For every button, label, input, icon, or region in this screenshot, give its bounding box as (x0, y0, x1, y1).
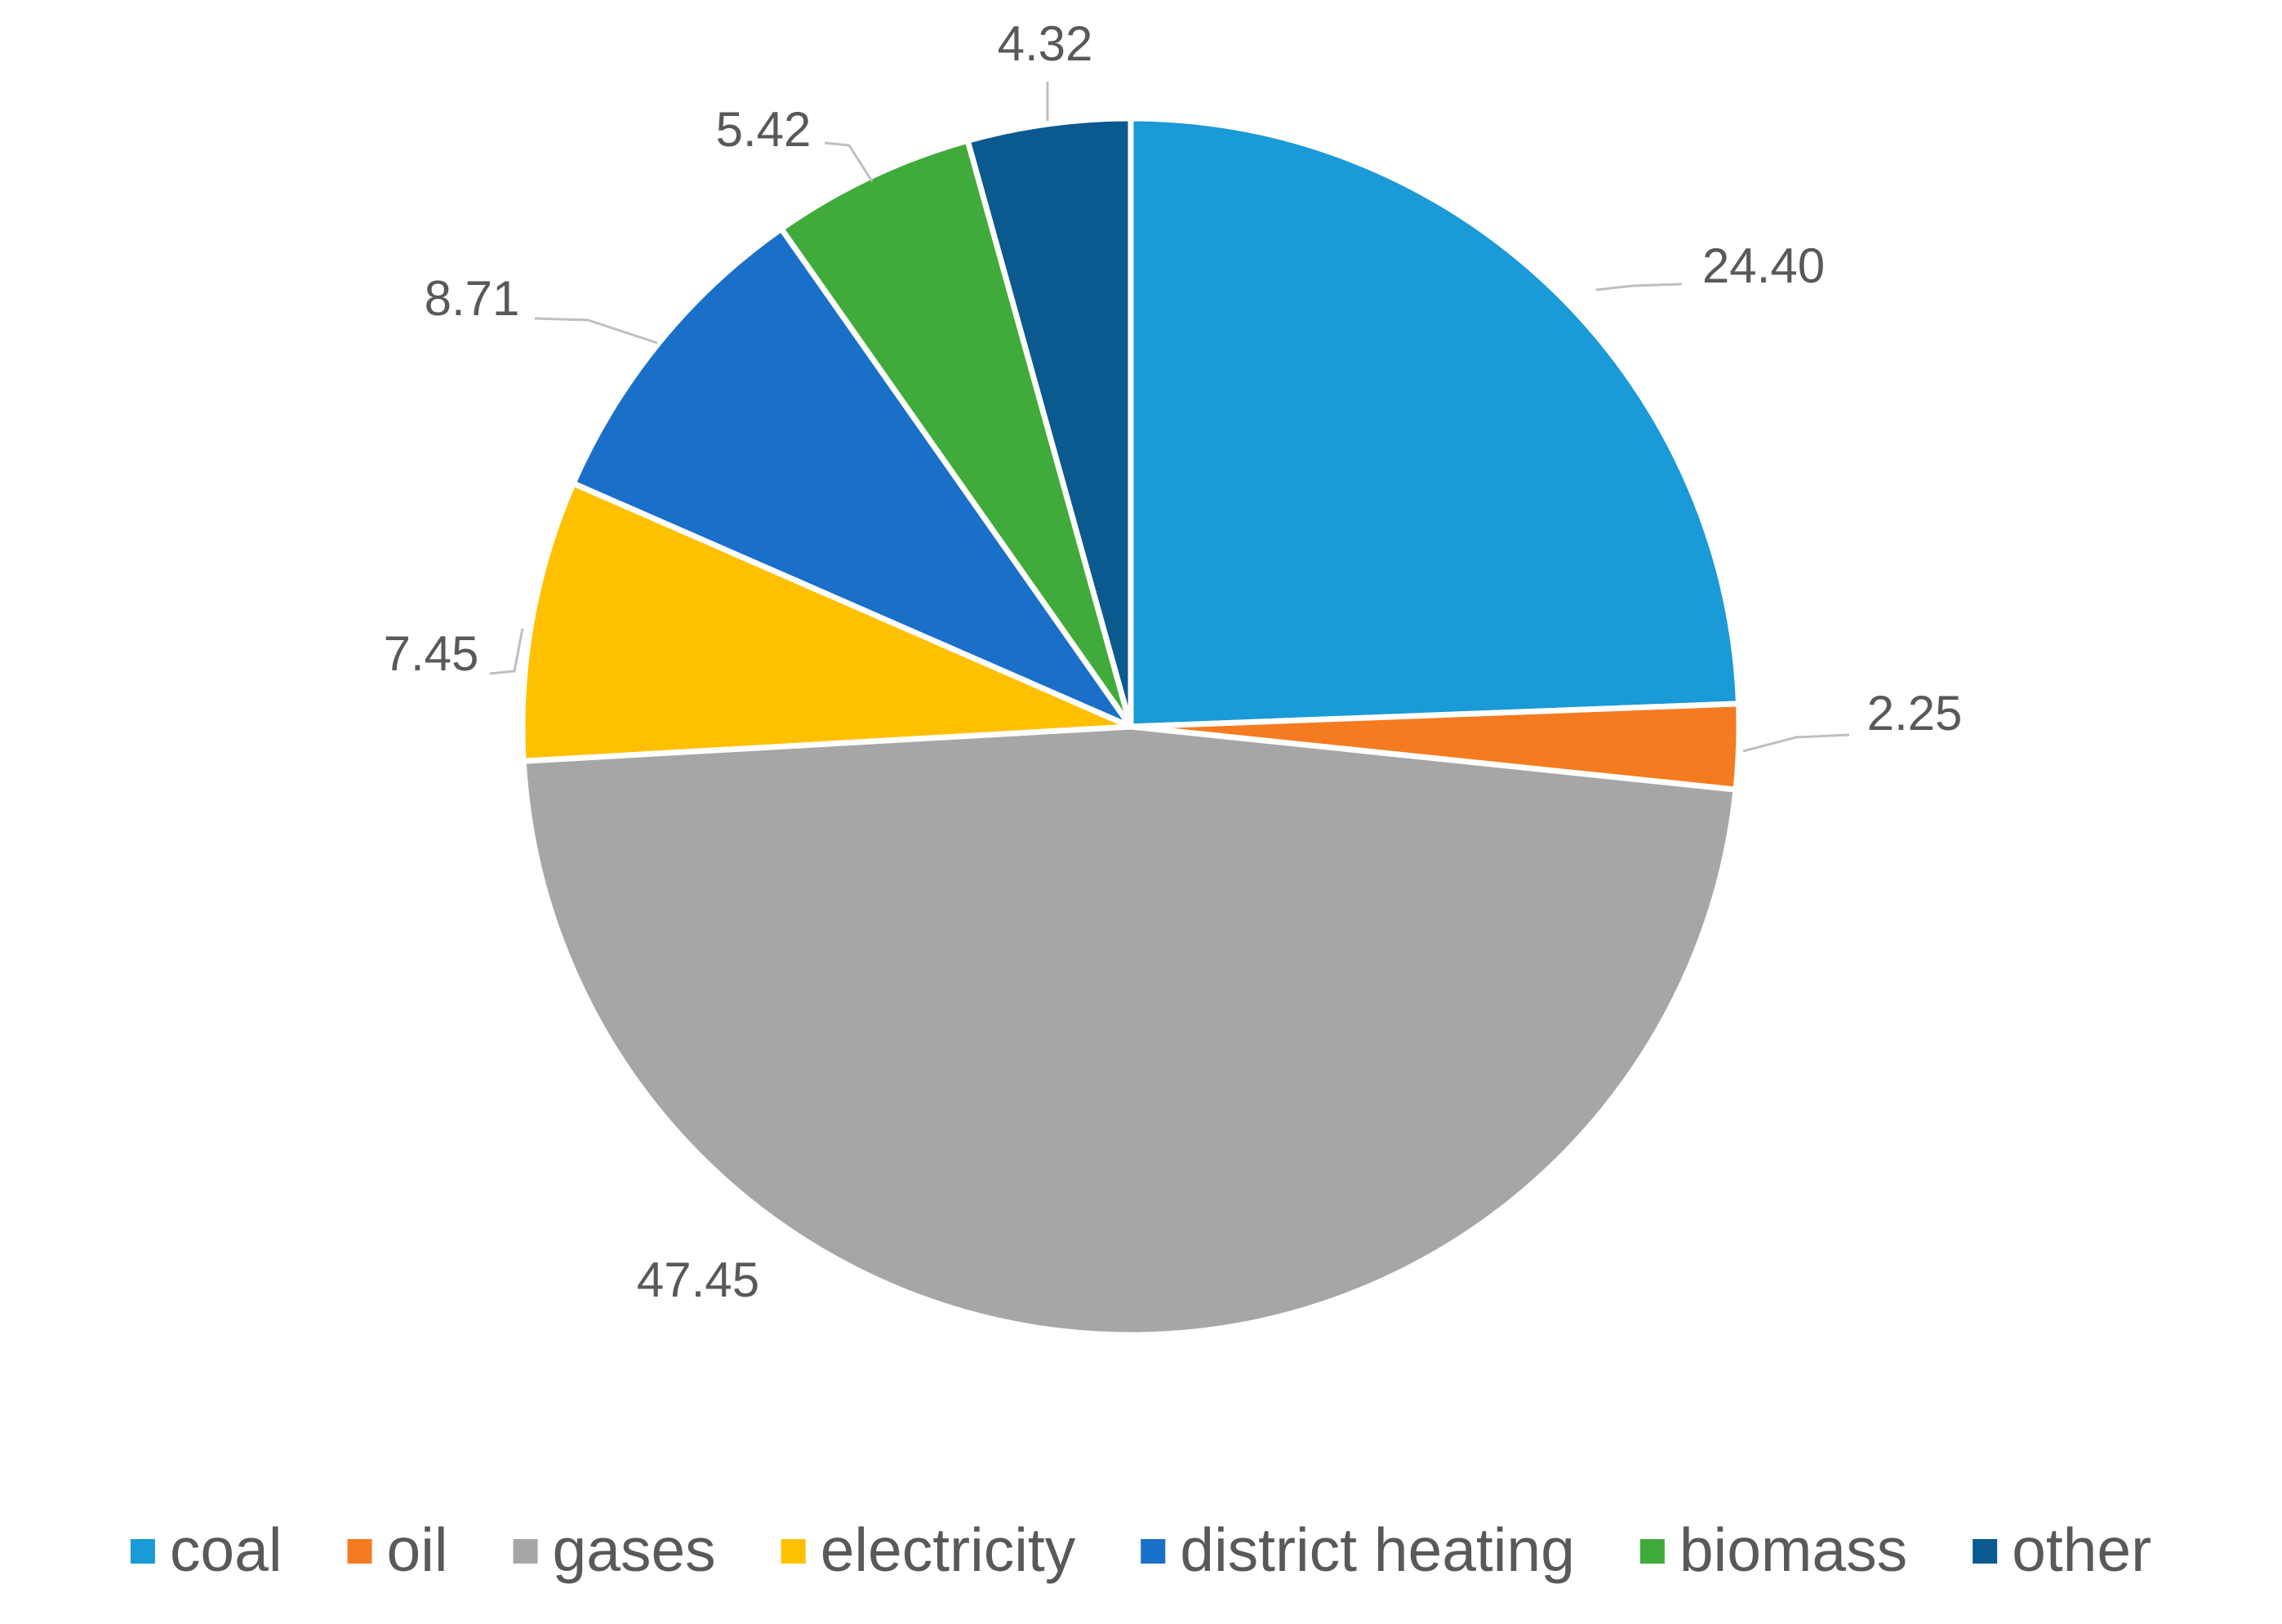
pie-slice-coal (1128, 115, 1742, 730)
pie-slice-district-heating (570, 225, 1134, 730)
legend: coal oil gases electricity district heating b… (130, 1515, 2151, 1584)
leader-lines (489, 82, 1850, 753)
leader-line-coal (1595, 283, 1683, 291)
data-label-coal: 24.40 (1702, 238, 1825, 293)
legend-swatch-other (1973, 1539, 1998, 1564)
data-label-district-heating: 8.71 (425, 271, 520, 326)
data-label-biomass: 5.42 (716, 102, 812, 157)
legend-label-electricity: electricity (821, 1515, 1076, 1584)
legend-label-coal: coal (170, 1515, 282, 1584)
legend-swatch-coal (130, 1539, 155, 1564)
legend-label-gases: gases (553, 1515, 716, 1584)
data-label-gases: 47.45 (637, 1252, 759, 1307)
legend-swatch-electricity (781, 1539, 806, 1564)
data-label-electricity: 7.45 (384, 626, 479, 681)
pie-slice-electricity (519, 480, 1134, 764)
pie-slice-gases (520, 723, 1739, 1338)
data-labels: 24.40 2.25 47.45 7.45 8.71 5.42 4.32 (384, 16, 1963, 1307)
pie-slice-biomass (778, 137, 1134, 730)
pie-slices (519, 115, 1742, 1338)
leader-line-biomass (824, 141, 874, 182)
legend-swatch-gases (513, 1539, 538, 1564)
legend-swatch-biomass (1639, 1539, 1665, 1564)
legend-label-oil: oil (387, 1515, 448, 1584)
legend-label-biomass: biomass (1679, 1515, 1907, 1584)
data-label-other: 4.32 (998, 16, 1093, 71)
legend-swatch-district-heating (1141, 1539, 1166, 1564)
leader-line-oil (1742, 733, 1850, 753)
leader-line-electricity (489, 628, 524, 675)
legend-label-other: other (2012, 1515, 2151, 1584)
legend-label-district-heating: district heating (1180, 1515, 1575, 1584)
data-label-oil: 2.25 (1867, 686, 1963, 741)
pie-slice-other (964, 115, 1134, 730)
legend-swatch-oil (347, 1539, 372, 1564)
leader-line-district-heating (534, 317, 658, 345)
